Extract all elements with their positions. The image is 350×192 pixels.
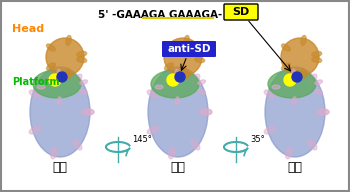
Ellipse shape xyxy=(272,85,280,89)
Ellipse shape xyxy=(73,74,82,84)
Ellipse shape xyxy=(281,44,290,51)
Ellipse shape xyxy=(147,127,158,134)
Ellipse shape xyxy=(73,140,82,150)
FancyBboxPatch shape xyxy=(224,4,258,20)
Ellipse shape xyxy=(169,147,175,159)
Circle shape xyxy=(284,74,296,86)
Ellipse shape xyxy=(184,36,189,45)
Ellipse shape xyxy=(301,36,306,45)
Ellipse shape xyxy=(317,109,329,115)
Ellipse shape xyxy=(50,65,57,77)
Ellipse shape xyxy=(57,69,61,77)
FancyBboxPatch shape xyxy=(162,41,216,57)
Ellipse shape xyxy=(80,80,88,84)
Ellipse shape xyxy=(66,69,71,79)
Ellipse shape xyxy=(315,80,322,84)
Circle shape xyxy=(49,74,61,86)
Ellipse shape xyxy=(77,51,87,57)
Ellipse shape xyxy=(286,65,292,77)
Ellipse shape xyxy=(50,147,57,159)
Ellipse shape xyxy=(184,69,189,79)
Ellipse shape xyxy=(175,97,179,105)
Text: 背面: 背面 xyxy=(287,161,302,174)
Ellipse shape xyxy=(47,63,55,70)
Ellipse shape xyxy=(191,74,200,84)
Ellipse shape xyxy=(286,147,292,159)
Ellipse shape xyxy=(195,57,205,63)
Ellipse shape xyxy=(268,70,316,98)
Ellipse shape xyxy=(57,97,61,105)
Ellipse shape xyxy=(169,65,175,77)
Ellipse shape xyxy=(80,89,88,94)
Ellipse shape xyxy=(195,51,205,57)
Ellipse shape xyxy=(264,90,275,98)
Ellipse shape xyxy=(281,63,290,70)
Circle shape xyxy=(292,72,302,82)
Ellipse shape xyxy=(164,38,202,76)
Text: Platform: Platform xyxy=(12,77,60,87)
Ellipse shape xyxy=(29,90,40,98)
Circle shape xyxy=(167,74,179,86)
Ellipse shape xyxy=(164,63,173,70)
Ellipse shape xyxy=(281,38,319,76)
Ellipse shape xyxy=(200,109,212,115)
Text: 側面: 側面 xyxy=(170,161,186,174)
Ellipse shape xyxy=(292,69,296,77)
Ellipse shape xyxy=(265,67,325,157)
Ellipse shape xyxy=(155,85,163,89)
Text: SD: SD xyxy=(232,7,250,17)
Ellipse shape xyxy=(30,67,90,157)
Ellipse shape xyxy=(29,127,40,134)
Ellipse shape xyxy=(77,57,87,63)
Ellipse shape xyxy=(33,70,81,98)
Ellipse shape xyxy=(292,97,296,105)
Ellipse shape xyxy=(198,80,205,84)
Ellipse shape xyxy=(164,44,173,51)
Ellipse shape xyxy=(82,109,94,115)
Text: 5' -GAAAGA GAAAGA- 3'  =: 5' -GAAAGA GAAAGA- 3' = xyxy=(98,10,252,20)
Ellipse shape xyxy=(147,90,158,98)
Ellipse shape xyxy=(46,38,84,76)
Ellipse shape xyxy=(308,140,317,150)
Ellipse shape xyxy=(198,89,205,94)
Circle shape xyxy=(175,72,185,82)
Text: anti-SD: anti-SD xyxy=(167,44,211,54)
Ellipse shape xyxy=(317,109,329,115)
Ellipse shape xyxy=(148,67,208,157)
Text: 35°: 35° xyxy=(250,135,265,143)
Ellipse shape xyxy=(66,36,71,45)
Ellipse shape xyxy=(151,70,199,98)
Ellipse shape xyxy=(315,89,322,94)
Ellipse shape xyxy=(312,51,322,57)
Text: Head: Head xyxy=(12,24,44,34)
Ellipse shape xyxy=(312,57,322,63)
Ellipse shape xyxy=(82,109,94,115)
Ellipse shape xyxy=(264,127,275,134)
Ellipse shape xyxy=(37,85,45,89)
Ellipse shape xyxy=(308,74,317,84)
Circle shape xyxy=(57,72,67,82)
Text: 145°: 145° xyxy=(132,135,152,143)
Ellipse shape xyxy=(175,69,179,77)
Ellipse shape xyxy=(301,69,306,79)
Text: 前面: 前面 xyxy=(52,161,68,174)
Ellipse shape xyxy=(191,140,200,150)
Ellipse shape xyxy=(47,44,55,51)
Ellipse shape xyxy=(200,109,212,115)
